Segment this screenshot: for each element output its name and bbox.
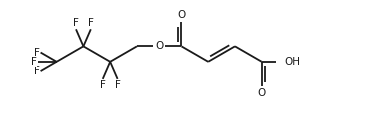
Text: O: O	[257, 88, 266, 98]
Text: O: O	[177, 11, 186, 20]
Text: F: F	[88, 18, 94, 28]
Text: F: F	[100, 80, 106, 90]
Text: OH: OH	[284, 57, 300, 67]
Text: F: F	[34, 48, 40, 58]
Text: F: F	[34, 66, 40, 76]
Text: O: O	[155, 41, 163, 51]
Text: F: F	[31, 57, 37, 67]
Text: F: F	[115, 80, 121, 90]
Text: F: F	[73, 18, 79, 28]
